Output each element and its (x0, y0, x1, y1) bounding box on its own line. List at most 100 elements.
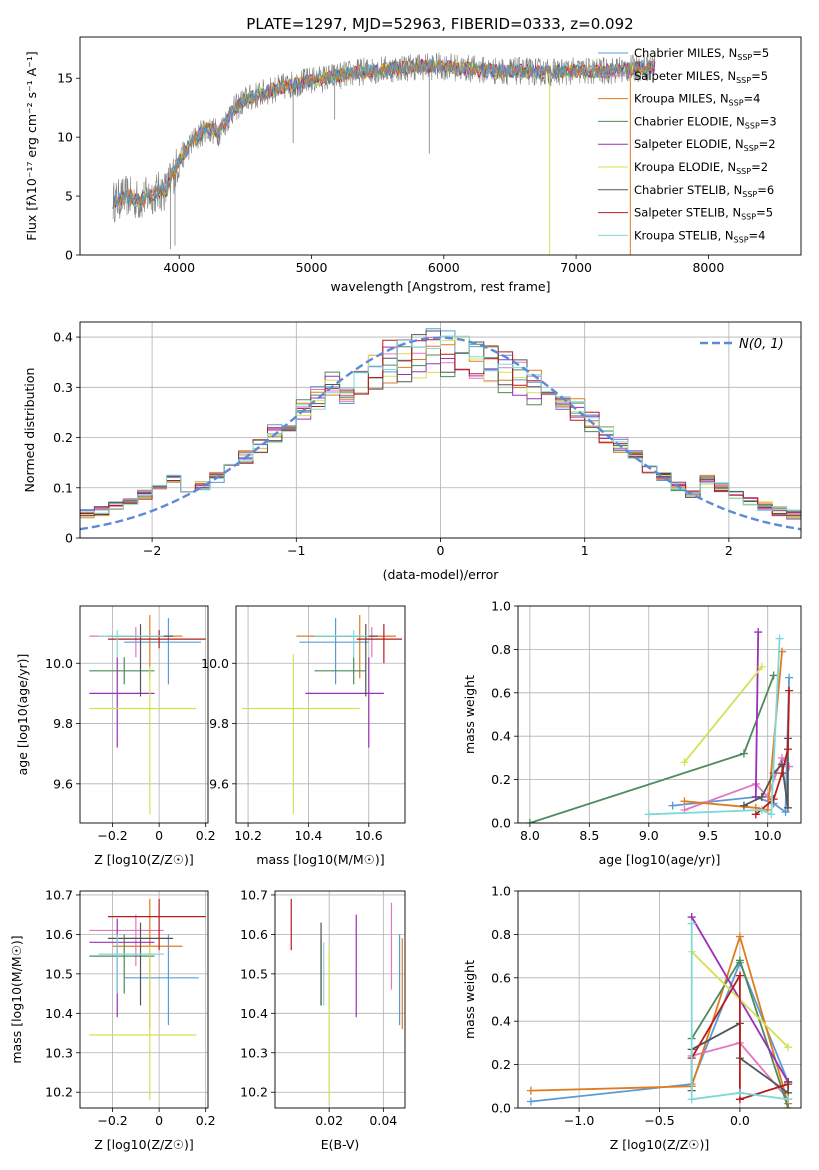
x-axis-label: mass [log10(M/M☉)] (256, 852, 384, 867)
mass-weight-line-chabrier_stelib (743, 738, 789, 808)
model-line-chabrier_miles (112, 58, 655, 210)
x-tick-label: 1 (581, 543, 589, 558)
y-tick-label: 0.6 (491, 970, 511, 985)
x-axis-label: wavelength [Angstrom, rest frame] (330, 279, 550, 294)
legend-label-chabrier_elodie: Chabrier ELODIE, NSSP=3 (634, 114, 777, 130)
x-tick-label: −0.5 (644, 1113, 674, 1128)
mass-weight-line-kroupa_elodie (683, 666, 763, 763)
x-tick-label: 9.0 (639, 828, 659, 843)
panel-mass_vs_ebv: 0.02 0.04 10.2 10.3 10.4 10.5 10.6 10.7 E(B-V) (240, 887, 406, 1152)
plot-area-mass_vs_ebv (290, 898, 403, 1101)
mass-weight-marker-salpeter_miles (785, 762, 794, 771)
y-axis-label: mass weight (462, 675, 477, 754)
axes-frame (274, 890, 406, 1109)
legend-spectrum: Chabrier MILES, NSSP=5 Salpeter MILES, NS… (598, 46, 777, 244)
mass-weight-marker-kroupa_stelib (687, 1095, 696, 1104)
y-tick-label: 10.7 (240, 887, 268, 902)
y-tick-label: 0.0 (491, 1101, 511, 1116)
y-tick-label: 10.0 (45, 656, 73, 671)
mass-weight-marker-kroupa_stelib (687, 919, 696, 928)
y-tick-label: 9.6 (53, 776, 73, 791)
legend-label-kroupa_elodie: Kroupa ELODIE, NSSP=2 (634, 160, 768, 176)
y-axis-label: Flux [fλ10⁻¹⁷ erg cm⁻² s⁻¹ A⁻¹] (24, 51, 39, 240)
x-tick-label: 0 (437, 543, 445, 558)
mass-weight-line-kroupa_miles (530, 933, 789, 1104)
y-tick-label: 10.5 (45, 966, 73, 981)
y-tick-label: 0.4 (491, 1014, 511, 1029)
mass-weight-marker-kroupa_elodie (680, 758, 689, 767)
mass-weight-marker-chabrier_stelib (757, 792, 766, 801)
mass-weight-marker-chabrier_miles (785, 673, 794, 682)
x-tick-label: 0.02 (315, 1113, 343, 1128)
legend-label-chabrier_miles: Chabrier MILES, NSSP=5 (634, 46, 769, 62)
mass-weight-marker-kroupa_stelib (757, 805, 766, 814)
y-axis-label: mass weight (462, 960, 477, 1039)
mass-weight-marker-kroupa_miles (680, 797, 689, 806)
y-tick-label: 0.3 (53, 380, 73, 395)
plot-area-age_vs_Z (89, 615, 206, 814)
plot-area-spectrum (112, 52, 656, 255)
histogram-kroupa_stelib (80, 335, 801, 514)
y-tick-label: 0.8 (491, 927, 511, 942)
x-tick-label: 10.6 (355, 828, 383, 843)
y-tick-label: 10.6 (45, 927, 73, 942)
mass-weight-marker-chabrier_elodie (739, 749, 748, 758)
x-axis-label: Z [log10(Z/Z☉)] (94, 1137, 194, 1152)
mass-weight-marker-salpeter_elodie (754, 628, 763, 637)
x-axis-label: Z [log10(Z/Z☉)] (610, 1137, 710, 1152)
plot-area-age_vs_mass (242, 615, 402, 814)
legend-label-salpeter_miles: Salpeter MILES, NSSP=5 (634, 69, 768, 85)
y-tick-label: 5 (65, 189, 73, 204)
plot-area-residuals (80, 328, 801, 531)
x-tick-label: 4000 (163, 260, 195, 275)
y-tick-label: 0 (65, 248, 73, 263)
x-tick-label: −1.0 (564, 1113, 594, 1128)
mass-weight-marker-salpeter_stelib (769, 795, 778, 804)
x-tick-label: 9.5 (698, 828, 718, 843)
legend-label-kroupa_miles: Kroupa MILES, NSSP=4 (634, 92, 760, 108)
axes-frame (517, 890, 802, 1109)
axes-frame (235, 605, 406, 824)
x-tick-label: 5000 (296, 260, 328, 275)
mass-weight-marker-chabrier_elodie (525, 819, 534, 823)
mass-weight-marker-chabrier_stelib (739, 801, 748, 810)
x-tick-label: 8000 (692, 260, 724, 275)
mass-weight-line-salpeter_stelib (690, 972, 789, 1101)
y-axis-label: mass [log10(M/M☉)] (9, 935, 24, 1063)
mass-weight-marker-chabrier_miles (668, 801, 677, 810)
panel-spectrum: 4000 5000 6000 7000 8000 0 5 10 15 wavelength [An… (24, 36, 802, 294)
mass-weight-marker-kroupa_stelib (775, 634, 784, 643)
axes-frame (79, 321, 802, 539)
y-tick-label: 0.4 (53, 330, 73, 345)
x-tick-label: 8.5 (579, 828, 599, 843)
x-tick-label: −0.2 (97, 1113, 127, 1128)
mass-weight-marker-kroupa_stelib (644, 810, 653, 819)
x-tick-label: 0 (155, 1113, 163, 1128)
x-tick-label: 0.04 (369, 1113, 397, 1128)
mass-weight-marker-kroupa_stelib (784, 1095, 793, 1104)
x-axis-label: age [log10(age/yr)] (599, 852, 721, 867)
y-axis-label: age [log10(age/yr)] (15, 654, 30, 776)
axes-frame (517, 605, 802, 824)
legend-label-kroupa_stelib: Kroupa STELIB, NSSP=4 (634, 228, 765, 244)
legend-label-salpeter_stelib: Salpeter STELIB, NSSP=5 (634, 206, 773, 222)
mass-weight-line-kroupa_stelib (648, 638, 781, 816)
y-tick-label: 0.2 (53, 430, 73, 445)
y-tick-label: 9.6 (209, 776, 229, 791)
mass-weight-marker-kroupa_elodie (757, 662, 766, 671)
y-tick-label: 0 (65, 531, 73, 546)
y-tick-label: 0.0 (491, 816, 511, 831)
x-tick-label: 10.2 (234, 828, 262, 843)
y-tick-label: 10.4 (45, 1006, 73, 1021)
mass-weight-marker-kroupa_miles (526, 1086, 535, 1095)
panel-mw_vs_Z: −1.0 −0.5 0.0 0.0 0.2 0.4 0.6 0.8 1.0 Z [log10(Z/… (462, 884, 802, 1152)
y-tick-label: 10.0 (201, 656, 229, 671)
axes-frame (79, 36, 802, 256)
plot-area-mass_vs_Z (89, 898, 206, 1101)
y-tick-label: 0.1 (53, 480, 73, 495)
y-tick-label: 9.8 (53, 716, 73, 731)
mass-weight-marker-salpeter_stelib (785, 686, 794, 695)
y-tick-label: 1.0 (491, 884, 511, 899)
mass-weight-marker-chabrier_miles (526, 1097, 535, 1106)
